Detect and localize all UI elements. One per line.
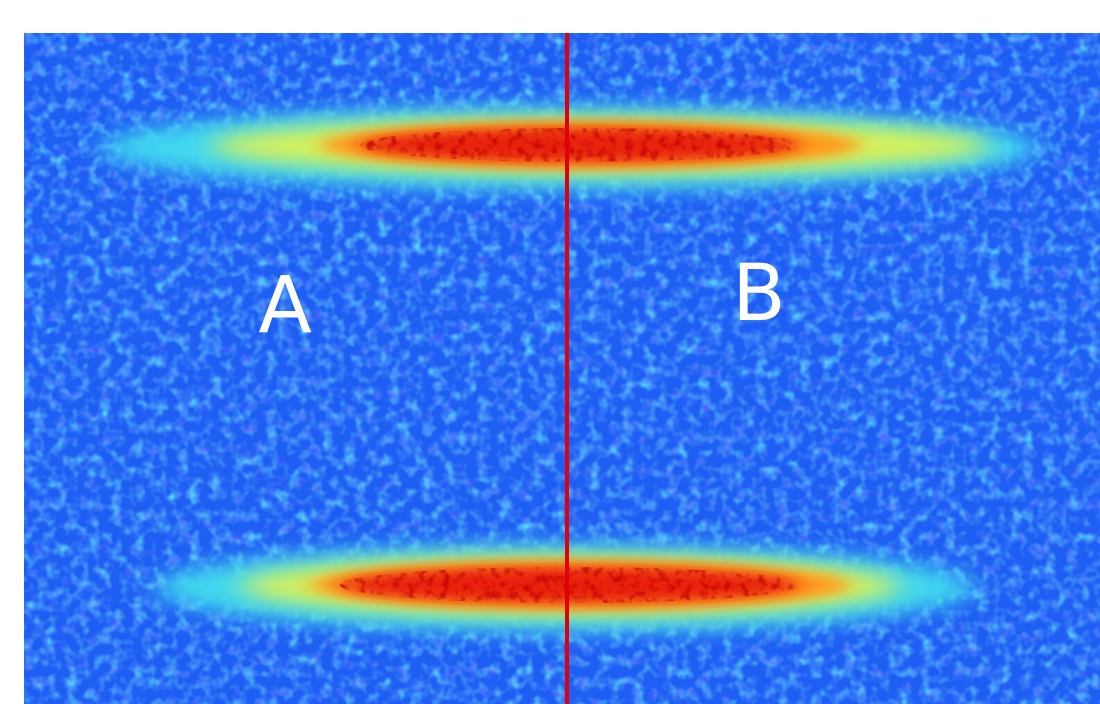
region-label: B [732, 249, 786, 339]
band-speck [360, 128, 800, 162]
heatmap [24, 33, 1100, 704]
top-band [100, 106, 1040, 190]
band-speck [340, 567, 800, 603]
region-label: A [258, 261, 311, 351]
